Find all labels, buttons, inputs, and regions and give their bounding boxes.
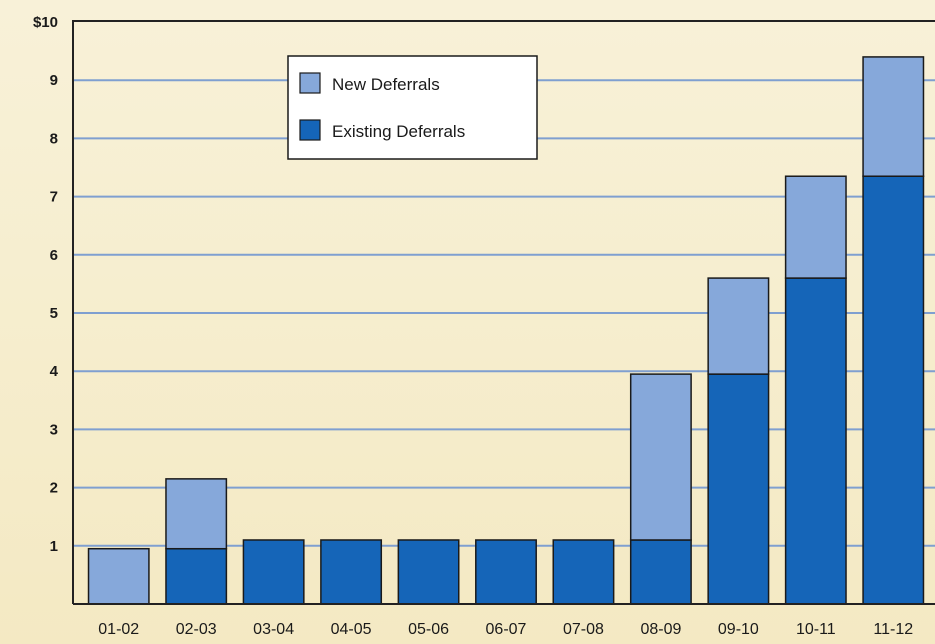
y-tick-label: 5 — [50, 305, 58, 322]
bar-existing-deferrals — [475, 539, 537, 605]
bar-existing-deferrals — [862, 175, 925, 605]
y-axis-tick-labels: 1 2 3 4 5 6 7 8 9 $10 — [33, 14, 59, 555]
x-category-label: 09-10 — [718, 621, 759, 638]
y-tick-label: 6 — [50, 247, 58, 264]
y-tick-label: 3 — [50, 421, 58, 438]
x-category-label: 06-07 — [486, 621, 527, 638]
bar-existing-deferrals — [552, 539, 615, 605]
y-tick-label: 7 — [50, 189, 58, 206]
bar-new-deferrals — [165, 478, 228, 550]
bar-existing-deferrals — [165, 547, 228, 605]
x-axis-category-labels: 01-02 02-03 03-04 04-05 05-06 06-07 07-08 08-09… — [98, 621, 913, 638]
legend-label-existing-deferrals: Existing Deferrals — [332, 122, 465, 141]
x-category-label: 05-06 — [408, 621, 449, 638]
x-category-label: 01-02 — [98, 621, 139, 638]
bar-new-deferrals — [784, 175, 847, 279]
y-tick-label: 4 — [50, 363, 59, 380]
bar-new-deferrals — [87, 547, 150, 605]
bars — [87, 56, 925, 605]
legend-label-new-deferrals: New Deferrals — [332, 75, 440, 94]
bar-existing-deferrals — [629, 539, 692, 605]
x-category-label: 08-09 — [640, 621, 681, 638]
x-category-label: 11-12 — [873, 621, 913, 638]
y-tick-label: 8 — [50, 130, 58, 147]
bar-existing-deferrals — [320, 539, 383, 605]
legend-swatch-new-deferrals — [299, 72, 321, 94]
bar-existing-deferrals — [707, 373, 770, 605]
x-category-label: 04-05 — [331, 621, 372, 638]
axes — [72, 20, 935, 605]
bar-existing-deferrals — [784, 277, 847, 605]
y-tick-label: $10 — [33, 14, 58, 31]
bar-existing-deferrals — [397, 539, 460, 605]
y-tick-label: 1 — [50, 538, 58, 555]
legend-swatch-existing-deferrals — [299, 119, 321, 141]
x-category-label: 10-11 — [796, 621, 836, 638]
bar-new-deferrals — [707, 277, 770, 375]
x-category-label: 07-08 — [563, 621, 604, 638]
x-category-label: 03-04 — [253, 621, 294, 638]
bar-new-deferrals — [862, 56, 925, 177]
x-category-label: 02-03 — [176, 621, 217, 638]
y-tick-label: 2 — [50, 480, 58, 497]
bar-existing-deferrals — [242, 539, 305, 605]
legend-box — [287, 55, 538, 160]
y-tick-label: 9 — [50, 72, 58, 89]
legend: New Deferrals Existing Deferrals — [287, 55, 538, 160]
bar-new-deferrals — [629, 373, 692, 541]
